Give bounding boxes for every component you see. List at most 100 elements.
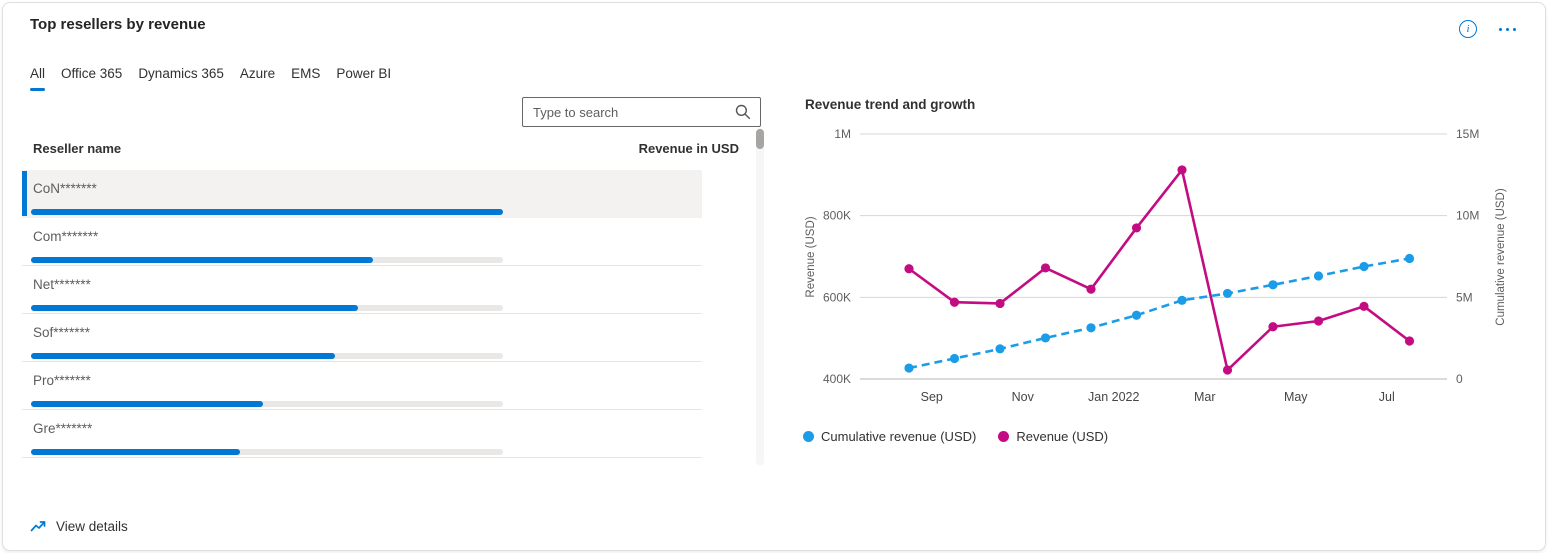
reseller-row[interactable]: Net******* <box>22 266 702 314</box>
x-axis-tick: May <box>1284 390 1308 404</box>
cumulative-revenue-legend-dot-icon <box>803 431 814 442</box>
view-details-link[interactable]: View details <box>30 518 128 535</box>
info-icon[interactable]: i <box>1459 20 1477 38</box>
right-axis-label: Cumulative revenue (USD) <box>1495 188 1507 326</box>
right-axis-tick: 15M <box>1456 127 1479 141</box>
reseller-name: Sof******* <box>33 325 91 340</box>
search-input[interactable] <box>523 104 735 120</box>
cumulative-revenue-line-point <box>949 353 960 364</box>
revenue-bar <box>31 305 359 311</box>
legend-item: Cumulative revenue (USD) <box>803 429 976 444</box>
view-details-label: View details <box>56 519 128 534</box>
reseller-row[interactable]: Gre******* <box>22 410 702 458</box>
revenue-bar-track <box>31 353 503 359</box>
cumulative-revenue-line-point <box>1268 280 1278 290</box>
cumulative-revenue-line-point <box>1222 288 1233 299</box>
legend-label: Revenue (USD) <box>1016 429 1109 444</box>
cumulative-revenue-line-point <box>1040 333 1051 343</box>
reseller-name: Gre******* <box>33 421 93 436</box>
left-axis-tick: 400K <box>823 372 851 386</box>
list-scrollbar[interactable] <box>756 128 764 465</box>
cumulative-revenue-line-point <box>1404 253 1415 264</box>
left-axis-tick: 600K <box>823 290 851 304</box>
right-axis-tick: 5M <box>1456 290 1473 304</box>
revenue-bar-track <box>31 257 503 263</box>
revenue-legend-dot-icon <box>998 431 1010 442</box>
active-tab-underline <box>30 88 46 91</box>
x-axis-tick: Jul <box>1379 390 1395 404</box>
revenue-line-point <box>1131 223 1142 233</box>
revenue-line <box>908 168 1411 372</box>
x-axis-tick: Sep <box>921 390 943 404</box>
revenue-line-point <box>904 264 914 274</box>
tab-office-365[interactable]: Office 365 <box>61 66 122 91</box>
cumulative-revenue-line-point <box>1131 310 1142 320</box>
revenue-line-point <box>1086 284 1096 294</box>
cumulative-revenue-line-point <box>1086 323 1096 333</box>
revenue-line-point <box>1040 263 1051 273</box>
revenue-line-point <box>1359 301 1369 311</box>
revenue-line-point <box>1404 336 1415 346</box>
x-axis-tick: Nov <box>1012 390 1035 404</box>
tabs: All Office 365 Dynamics 365 Azure EMS Power B… <box>30 66 391 91</box>
cumulative-revenue-line-point <box>1359 261 1369 272</box>
tab-label: Azure <box>239 66 276 81</box>
revenue-bar-track <box>31 209 503 215</box>
tab-label: Power BI <box>336 66 392 81</box>
tab-label: All <box>30 66 46 81</box>
revenue-bar <box>31 257 374 263</box>
tab-all[interactable]: All <box>30 66 46 91</box>
search-box <box>522 97 761 127</box>
scrollbar-thumb[interactable] <box>756 129 764 149</box>
revenue-bar-track <box>31 449 503 455</box>
tab-label: Dynamics 365 <box>138 66 224 81</box>
widget-title: Top resellers by revenue <box>30 16 206 33</box>
reseller-name: Com******* <box>33 229 99 244</box>
revenue-line-point <box>1268 322 1278 332</box>
left-axis-tick: 800K <box>823 209 851 223</box>
ellipsis-icon[interactable] <box>1493 22 1521 36</box>
list-column-headers: Reseller name Revenue in USD <box>22 141 739 156</box>
revenue-bar <box>31 401 264 407</box>
revenue-bar <box>31 353 335 359</box>
reseller-name: CoN******* <box>33 181 97 196</box>
revenue-bar-track <box>31 401 503 407</box>
cumulative-revenue-line-point <box>1177 295 1187 305</box>
tab-power-bi[interactable]: Power BI <box>336 66 391 91</box>
tab-label: EMS <box>291 66 321 81</box>
revenue-bar <box>31 209 503 215</box>
cumulative-revenue-line-point <box>904 363 914 373</box>
x-axis-tick: Mar <box>1194 390 1216 404</box>
revenue-line-point <box>995 298 1005 309</box>
revenue-bar-track <box>31 305 503 311</box>
reseller-row[interactable]: CoN******* <box>22 170 702 218</box>
legend-label: Cumulative revenue (USD) <box>821 429 977 444</box>
trend-arrow-icon <box>30 521 46 532</box>
tab-ems[interactable]: EMS <box>291 66 320 91</box>
legend-item: Revenue (USD) <box>998 429 1108 444</box>
column-header-revenue: Revenue in USD <box>638 141 739 156</box>
cumulative-revenue-line-point <box>995 344 1005 354</box>
revenue-line-point <box>949 297 960 307</box>
reseller-list: CoN******* Com******* Net******* Sof*******… <box>22 170 702 458</box>
tab-azure[interactable]: Azure <box>240 66 275 91</box>
revenue-line-point <box>1177 165 1187 175</box>
reseller-name: Pro******* <box>33 373 91 388</box>
magnifier-icon[interactable] <box>735 104 751 120</box>
chart-title: Revenue trend and growth <box>805 97 976 112</box>
left-axis-tick: 1M <box>834 127 851 141</box>
left-axis-label: Revenue (USD) <box>805 216 817 297</box>
tab-label: Office 365 <box>61 66 123 81</box>
column-header-reseller-name: Reseller name <box>33 141 122 156</box>
revenue-line-point <box>1313 316 1324 326</box>
selected-row-accent <box>22 171 27 216</box>
tab-dynamics-365[interactable]: Dynamics 365 <box>138 66 224 91</box>
revenue-bar <box>31 449 241 455</box>
cumulative-revenue-line-point <box>1313 271 1324 281</box>
reseller-row[interactable]: Pro******* <box>22 362 702 410</box>
reseller-row[interactable]: Com******* <box>22 218 702 266</box>
right-axis-tick: 0 <box>1456 372 1463 386</box>
reseller-row[interactable]: Sof******* <box>22 314 702 362</box>
